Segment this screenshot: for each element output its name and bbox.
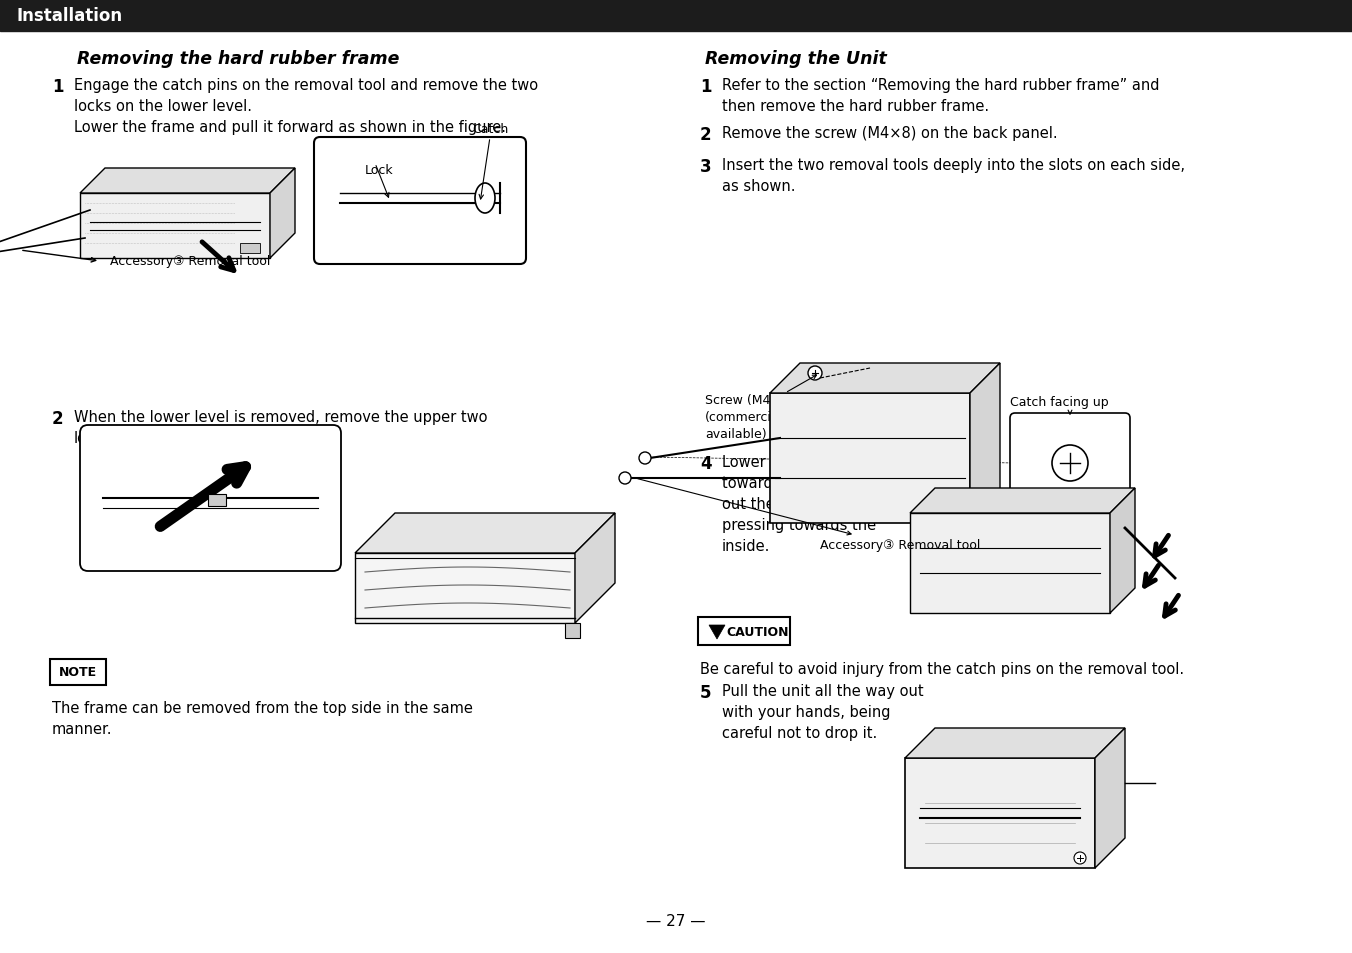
- Text: Insert the two removal tools deeply into the slots on each side,
as shown.: Insert the two removal tools deeply into…: [722, 158, 1184, 193]
- Text: 5: 5: [700, 683, 711, 701]
- Text: 1: 1: [51, 78, 64, 96]
- Polygon shape: [575, 514, 615, 623]
- Polygon shape: [969, 364, 1000, 523]
- Text: NOTE: NOTE: [59, 666, 97, 679]
- Text: Accessory③ Removal tool: Accessory③ Removal tool: [821, 538, 980, 552]
- Polygon shape: [771, 364, 1000, 394]
- Text: Removing the hard rubber frame: Removing the hard rubber frame: [77, 50, 399, 68]
- Text: Be careful to avoid injury from the catch pins on the removal tool.: Be careful to avoid injury from the catc…: [700, 661, 1184, 677]
- Polygon shape: [771, 394, 969, 523]
- Bar: [241, 244, 260, 253]
- Text: Engage the catch pins on the removal tool and remove the two
locks on the lower : Engage the catch pins on the removal too…: [74, 78, 538, 135]
- Polygon shape: [356, 514, 615, 554]
- Text: Catch: Catch: [472, 123, 508, 136]
- Text: Remove the screw (M4×8) on the back panel.: Remove the screw (M4×8) on the back pane…: [722, 126, 1057, 141]
- Text: CAUTION: CAUTION: [726, 625, 788, 638]
- Circle shape: [1073, 852, 1086, 864]
- Text: Removing the Unit: Removing the Unit: [704, 50, 887, 68]
- Ellipse shape: [475, 184, 495, 213]
- Text: Catch facing up: Catch facing up: [1010, 395, 1109, 409]
- Text: Installation: Installation: [16, 7, 122, 25]
- Polygon shape: [1110, 489, 1134, 614]
- Circle shape: [808, 367, 822, 380]
- Polygon shape: [270, 169, 295, 258]
- Text: When the lower level is removed, remove the upper two
locations.: When the lower level is removed, remove …: [74, 410, 488, 446]
- FancyBboxPatch shape: [314, 138, 526, 265]
- Text: 2: 2: [51, 410, 64, 428]
- Polygon shape: [910, 489, 1134, 514]
- Text: The frame can be removed from the top side in the same
manner.: The frame can be removed from the top si…: [51, 700, 473, 737]
- FancyBboxPatch shape: [1010, 414, 1130, 514]
- Text: Lock: Lock: [365, 164, 393, 177]
- Bar: [208, 495, 226, 506]
- Polygon shape: [80, 193, 270, 258]
- Text: Pull the unit all the way out
with your hands, being
careful not to drop it.: Pull the unit all the way out with your …: [722, 683, 923, 740]
- Polygon shape: [356, 554, 575, 623]
- Polygon shape: [904, 728, 1125, 759]
- Text: Accessory③ Removal tool: Accessory③ Removal tool: [110, 255, 270, 268]
- Bar: [0, 0, 1352, 32]
- Circle shape: [1052, 446, 1088, 481]
- Text: Lower the removal tool
toward the bottom, and pull
out the unit halfway whilst
p: Lower the removal tool toward the bottom…: [722, 455, 927, 554]
- Polygon shape: [565, 623, 580, 639]
- Polygon shape: [708, 625, 725, 639]
- Polygon shape: [80, 169, 295, 193]
- Text: Refer to the section “Removing the hard rubber frame” and
then remove the hard r: Refer to the section “Removing the hard …: [722, 78, 1160, 113]
- Circle shape: [619, 473, 631, 484]
- Text: 4: 4: [700, 455, 711, 473]
- Text: 2: 2: [700, 126, 711, 144]
- Text: — 27 —: — 27 —: [646, 913, 706, 928]
- Polygon shape: [904, 759, 1095, 868]
- FancyBboxPatch shape: [50, 659, 105, 685]
- Polygon shape: [1095, 728, 1125, 868]
- Text: 3: 3: [700, 158, 711, 175]
- Polygon shape: [910, 514, 1110, 614]
- FancyBboxPatch shape: [80, 426, 341, 572]
- Text: 1: 1: [700, 78, 711, 96]
- Text: Screw (M4X8)
(commercially
available): Screw (M4X8) (commercially available): [704, 394, 794, 440]
- FancyBboxPatch shape: [698, 618, 790, 645]
- Circle shape: [639, 453, 652, 464]
